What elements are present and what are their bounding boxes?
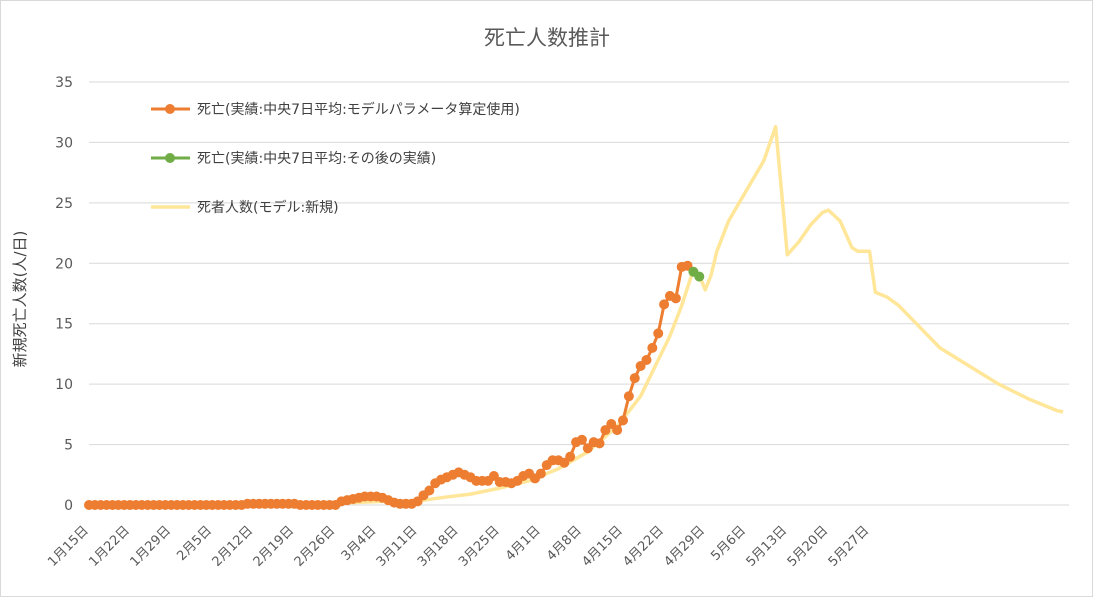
data-point bbox=[594, 438, 605, 449]
x-tick-label: 1月29日 bbox=[127, 523, 174, 570]
series-line bbox=[165, 124, 1064, 507]
chart-title: 死亡人数推計 bbox=[484, 26, 610, 50]
data-point bbox=[659, 299, 670, 310]
data-point bbox=[670, 293, 681, 304]
legend-label: 死亡(実績:中央7日平均:その後の実績) bbox=[197, 151, 436, 167]
legend: 死亡(実績:中央7日平均:モデルパラメータ算定使用) 死亡(実績:中央7日平均:そ… bbox=[151, 101, 520, 216]
y-axis-label: 新規死亡人数(人/日) bbox=[11, 231, 29, 368]
data-point bbox=[623, 391, 634, 402]
x-tick-label: 4月22日 bbox=[620, 523, 667, 570]
series-0 bbox=[84, 260, 693, 510]
y-tick-label: 0 bbox=[64, 498, 73, 514]
x-tick-label: 2月12日 bbox=[210, 523, 257, 570]
series-1 bbox=[688, 266, 705, 282]
legend-marker bbox=[165, 153, 175, 163]
x-tick-label: 2月26日 bbox=[292, 523, 339, 570]
x-tick-label: 5月6日 bbox=[708, 523, 749, 564]
data-point bbox=[618, 415, 629, 426]
legend-item-1: 死亡(実績:中央7日平均:その後の実績) bbox=[151, 151, 436, 167]
x-tick-label: 3月18日 bbox=[415, 523, 462, 570]
x-tick-label: 1月15日 bbox=[45, 523, 92, 570]
x-tick-label: 5月27日 bbox=[826, 523, 873, 570]
x-tick-label: 2月5日 bbox=[174, 523, 215, 564]
x-tick-label: 4月8日 bbox=[544, 523, 585, 564]
legend-item-2: 死者人数(モデル:新規) bbox=[151, 199, 339, 216]
x-tick-label: 3月11日 bbox=[374, 523, 421, 570]
data-point bbox=[694, 271, 705, 282]
y-tick-label: 25 bbox=[55, 196, 73, 212]
y-tick-label: 10 bbox=[55, 377, 73, 393]
x-tick-label: 4月1日 bbox=[503, 523, 544, 564]
x-tick-label: 4月15日 bbox=[579, 523, 626, 570]
data-point bbox=[629, 373, 640, 384]
series-2 bbox=[165, 124, 1064, 507]
data-point bbox=[641, 354, 652, 365]
y-tick-label: 5 bbox=[64, 438, 73, 454]
y-tick-label: 30 bbox=[55, 135, 73, 151]
data-point bbox=[612, 425, 623, 436]
legend-item-0: 死亡(実績:中央7日平均:モデルパラメータ算定使用) bbox=[151, 101, 520, 118]
x-tick-label: 2月19日 bbox=[251, 523, 298, 570]
y-tick-label: 15 bbox=[55, 317, 73, 333]
data-point bbox=[424, 485, 435, 496]
legend-label: 死亡(実績:中央7日平均:モデルパラメータ算定使用) bbox=[197, 101, 520, 118]
grid bbox=[89, 81, 1069, 506]
legend-label: 死者人数(モデル:新規) bbox=[197, 199, 339, 216]
data-point bbox=[653, 328, 664, 339]
y-tick-label: 20 bbox=[55, 256, 73, 272]
x-tick-label: 4月29日 bbox=[661, 523, 708, 570]
data-point bbox=[535, 468, 546, 479]
legend-marker bbox=[165, 104, 175, 114]
series-layer bbox=[84, 124, 1064, 510]
x-tick-label: 5月13日 bbox=[744, 523, 791, 570]
x-tick-label: 1月22日 bbox=[86, 523, 133, 570]
x-tick-label: 5月20日 bbox=[785, 523, 832, 570]
series-line bbox=[89, 264, 688, 507]
x-tick-label: 3月4日 bbox=[339, 523, 380, 564]
x-tick-label: 3月25日 bbox=[456, 523, 503, 570]
y-tick-label: 35 bbox=[55, 75, 73, 91]
data-point bbox=[647, 342, 658, 353]
y-axis: 0 5 10 15 20 25 30 35 bbox=[55, 75, 73, 514]
data-point bbox=[565, 451, 576, 462]
data-point bbox=[576, 434, 587, 445]
